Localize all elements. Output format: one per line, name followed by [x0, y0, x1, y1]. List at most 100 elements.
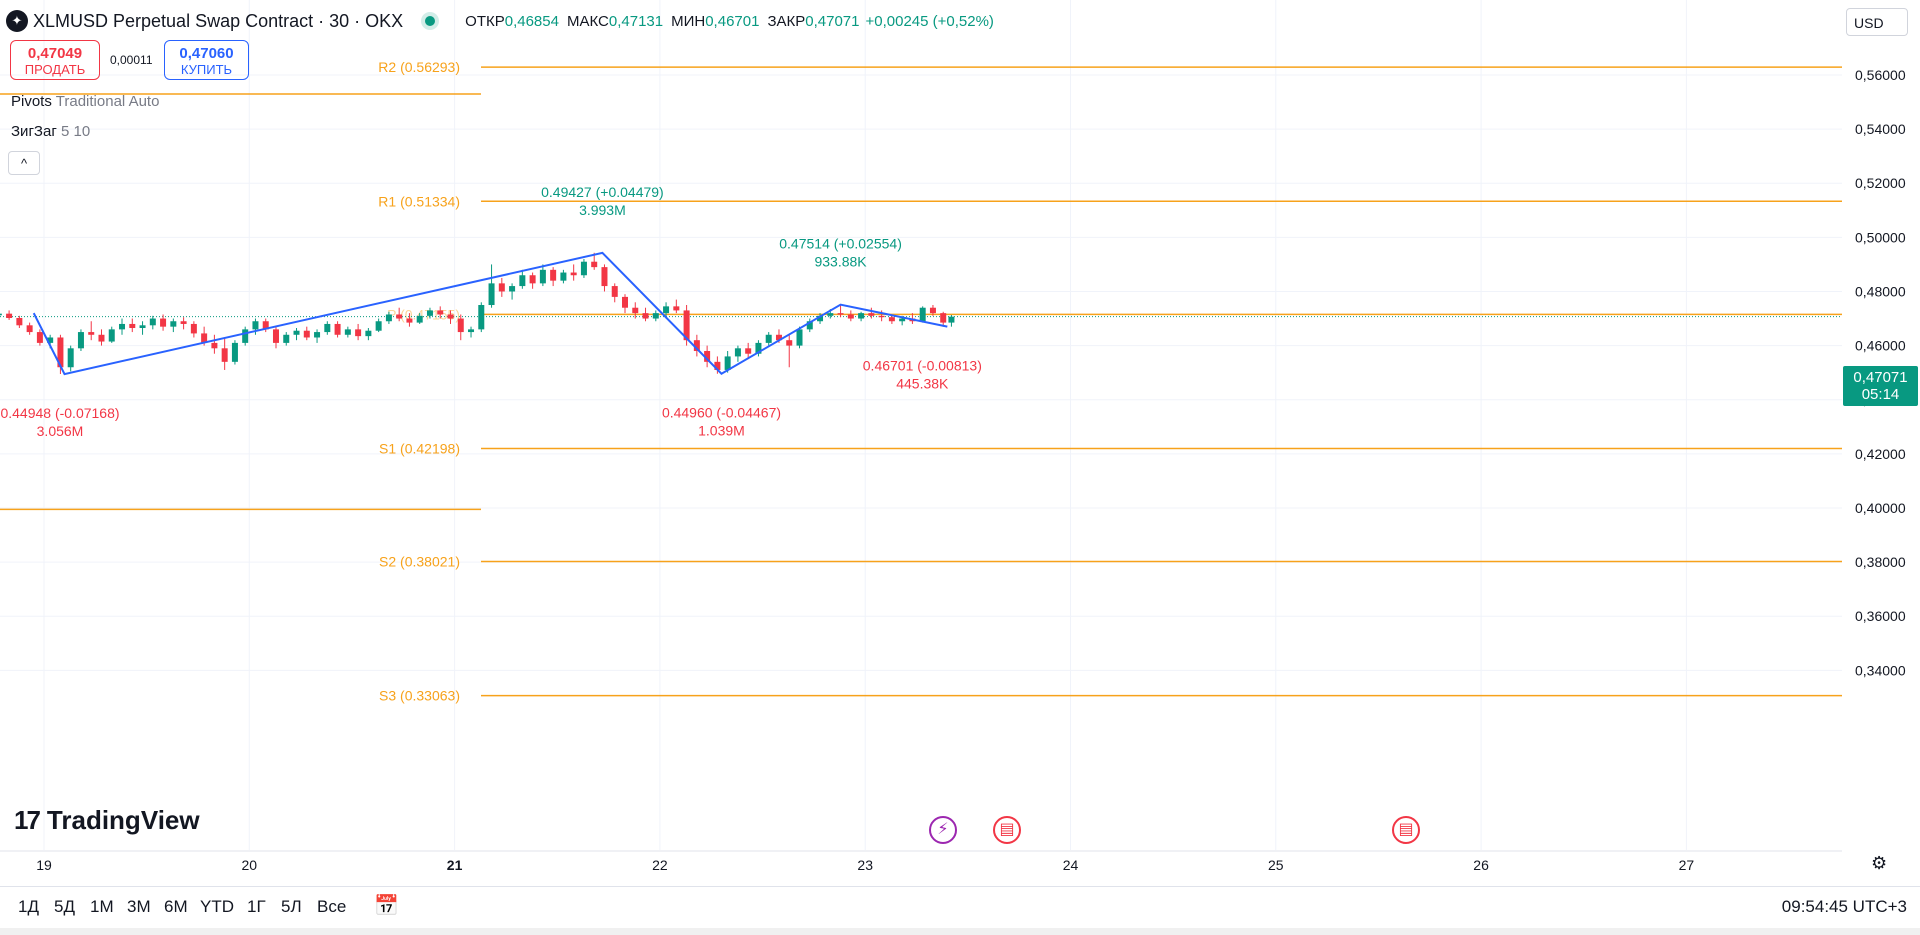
calendar-icon[interactable]: 📅 [374, 895, 399, 917]
candle-body [242, 329, 249, 343]
timeframe-all[interactable]: Все [317, 897, 347, 916]
gear-icon[interactable]: ⚙ [1871, 853, 1888, 873]
chart-grid [0, 0, 1842, 850]
candle-body [765, 334, 772, 343]
sell-button[interactable]: 0,47049 ПРОДАТЬ [10, 40, 100, 80]
candle-body [868, 313, 875, 316]
zigzag-params: 5 10 [60, 123, 91, 140]
timeframe-1m[interactable]: 1М [90, 897, 114, 916]
pivot-label: P (0.47155) [387, 306, 460, 322]
candle-body [755, 342, 762, 354]
candlestick-series [0, 252, 1842, 375]
candle-body [98, 334, 105, 342]
candle-body [16, 317, 23, 326]
open-value: 0,46854 [504, 12, 559, 30]
us-flag-event-icon[interactable]: ▤ [993, 816, 1021, 844]
candle-body [221, 348, 228, 362]
candle-body [786, 340, 793, 346]
zigzag-volume-label: 3.993M [579, 202, 626, 218]
candle-body [57, 337, 64, 368]
candle-body [663, 306, 670, 314]
candle-body [591, 261, 598, 268]
brand-name: TradingView [46, 805, 200, 835]
candle-body [919, 307, 926, 322]
previous-pivot-lines [0, 93, 481, 511]
high-label: МАКС [566, 12, 609, 30]
zigzag-price-label: 0.44948 (-0.07168) [0, 405, 119, 421]
candle-body [714, 361, 721, 370]
low-value: 0,46701 [705, 12, 760, 30]
zigzag-polyline [32, 251, 948, 376]
candle-body [529, 275, 536, 284]
candle-body [293, 330, 300, 335]
zigzag-price-label: 0.44960 (-0.04467) [662, 405, 781, 421]
timeframe-5y[interactable]: 5Л [281, 897, 302, 916]
candle-body [570, 272, 577, 276]
timeframe-6m[interactable]: 6М [164, 897, 188, 916]
timeframe-1y[interactable]: 1Г [247, 897, 266, 916]
candle-body [948, 316, 955, 323]
timeframe-1d[interactable]: 1Д [18, 897, 39, 916]
market-status-icon[interactable] [425, 16, 436, 26]
candle-body [745, 348, 752, 354]
candle-body [324, 323, 331, 333]
pivot-label: R1 (0.51334) [378, 193, 460, 209]
candle-body [478, 305, 485, 330]
pivots-indicator-legend[interactable]: Pivots Traditional Auto [11, 93, 159, 110]
price-tick-label: 0,56000 [1855, 67, 1906, 83]
zigzag-volume-label: 445.38K [896, 376, 949, 392]
candle-body [283, 334, 290, 343]
price-tick-label: 0,46000 [1855, 338, 1906, 354]
candle-body [775, 334, 782, 341]
candle-body [457, 318, 464, 333]
candle-body [929, 307, 936, 314]
candle-body [149, 318, 156, 326]
candle-body [437, 310, 444, 315]
candle-body [6, 313, 13, 318]
candle-body [652, 313, 659, 319]
lightning-event-icon[interactable]: ⚡ [929, 816, 957, 844]
candle-body [77, 332, 84, 349]
zigzag-indicator-legend[interactable]: ЗигЗаг 5 10 [11, 123, 90, 140]
time-axis: 19 20 21 22 23 24 25 26 27 [0, 850, 1842, 873]
buy-button[interactable]: 0,47060 КУПИТЬ [164, 40, 249, 80]
us-flag-event-icon-2[interactable]: ▤ [1392, 816, 1420, 844]
candle-body [673, 306, 680, 311]
time-tick-label: 21 [447, 857, 463, 873]
timeframe-ytd[interactable]: YTD [200, 897, 234, 916]
candle-body [170, 321, 177, 327]
candle-body [355, 329, 362, 337]
candle-body [426, 310, 433, 316]
time-tick-label: 23 [857, 857, 873, 873]
candle-body [601, 267, 608, 287]
candle-body [632, 307, 639, 314]
candle-body [858, 313, 865, 319]
candle-body [796, 329, 803, 346]
symbol-title[interactable]: XLMUSD Perpetual Swap Contract · 30 · OK… [33, 10, 404, 31]
timeframe-3m[interactable]: 3М [127, 897, 151, 916]
candle-body [550, 269, 557, 281]
candle-body [396, 314, 403, 319]
currency-value: USD [1854, 15, 1884, 31]
price-chart[interactable]: R2 (0.56293) R1 (0.51334) P (0.47155) S1 (0… [0, 0, 1920, 886]
bar-countdown: 05:14 [1861, 386, 1900, 403]
bottom-toolbar: 1Д 5Д 1М 3М 6М YTD 1Г 5Л Все [0, 886, 1920, 927]
currency-select[interactable]: USD [1846, 8, 1908, 36]
candle-body [201, 333, 208, 343]
zigzag-labels: 0.44948 (-0.07168) 3.056M 0.49427 (+0.0447… [0, 184, 981, 439]
collapse-legend-button[interactable]: ^ [8, 151, 40, 175]
candle-body [416, 315, 423, 323]
candle-body [365, 330, 372, 337]
candle-body [817, 315, 824, 322]
current-price-value: 0,47071 [1853, 369, 1908, 386]
pivot-label: R2 (0.56293) [378, 59, 460, 75]
clock[interactable]: 09:54:45 UTC+3 [1781, 897, 1907, 916]
tradingview-logo[interactable]: 17 TradingView [14, 805, 200, 836]
candle-body [88, 332, 95, 335]
price-tick-label: 0,42000 [1855, 446, 1906, 462]
candle-body [36, 332, 43, 343]
timeframe-5d[interactable]: 5Д [54, 897, 75, 916]
candle-body [447, 314, 454, 319]
pivot-lines: R2 (0.56293) R1 (0.51334) P (0.47155) S1 (0… [378, 59, 1842, 704]
candle-body [160, 318, 167, 327]
